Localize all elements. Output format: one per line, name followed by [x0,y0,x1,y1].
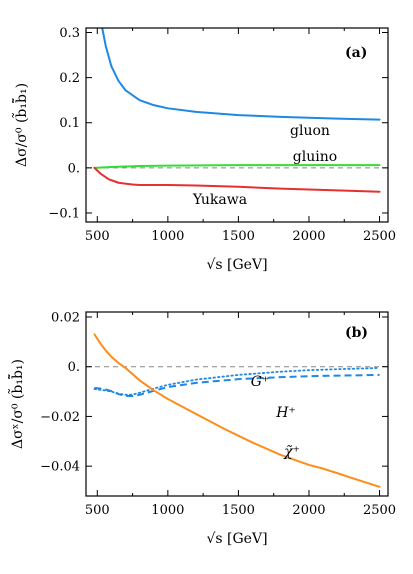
series-line-0 [93,367,381,396]
x-tick-label: 500 [85,229,110,244]
y-axis-title: Δσˣ/σ⁰ (b̃₁b̃̄₁) [7,359,26,449]
y-tick-label: 0.02 [51,310,80,325]
series-label: Yukawa [192,192,247,208]
curves [93,28,381,193]
x-tick-label: 2000 [292,503,325,518]
y-tick-label: 0.1 [59,116,80,131]
series-label: χ̃⁺ [283,444,300,460]
x-tick-label: 1500 [222,503,255,518]
x-axis-title: √s [GeV] [206,531,267,547]
panel-label: (a) [345,45,367,61]
series-line-1 [93,164,381,169]
panel-a: 500 1000 1500 2000 2500 −0.1 0. 0.1 0.2 0.3 (a) √s … [11,26,396,273]
x-tick-label: 2000 [292,229,325,244]
curves [93,333,381,488]
y-tick-label: −0.04 [40,460,80,475]
panel-label: (b) [345,325,368,341]
y-tick-label: 0.3 [59,26,80,41]
x-axis-title: √s [GeV] [206,257,267,273]
series-line-2 [93,166,381,193]
y-tick-label: 0. [68,161,80,176]
series-label: gluon [290,123,330,139]
x-tick-label: 2500 [363,229,396,244]
plot-frame [85,311,389,497]
series-label: G⁺ [251,374,270,390]
x-tick-label: 1500 [222,229,255,244]
y-tick-label: 0. [68,360,80,375]
y-axis-title: Δσ/σ⁰ (b̃₁b̃̄₁) [11,83,30,167]
y-tick-label: 0.2 [59,71,80,86]
y-tick-label: −0.02 [40,410,80,425]
x-tick-label: 500 [85,503,110,518]
series-label: gluino [293,149,337,165]
series-line-2 [93,333,381,488]
panel-b: 500 1000 1500 2000 2500 −0.04 −0.02 0. 0.02 (b) √s… [7,310,396,547]
x-tick-label: 1000 [151,503,184,518]
x-tick-label: 2500 [363,503,396,518]
series-label: H⁺ [275,405,296,421]
plot-frame [85,27,389,223]
y-tick-label: −0.1 [48,206,80,221]
series-line-0 [101,28,381,121]
x-tick-label: 1000 [151,229,184,244]
